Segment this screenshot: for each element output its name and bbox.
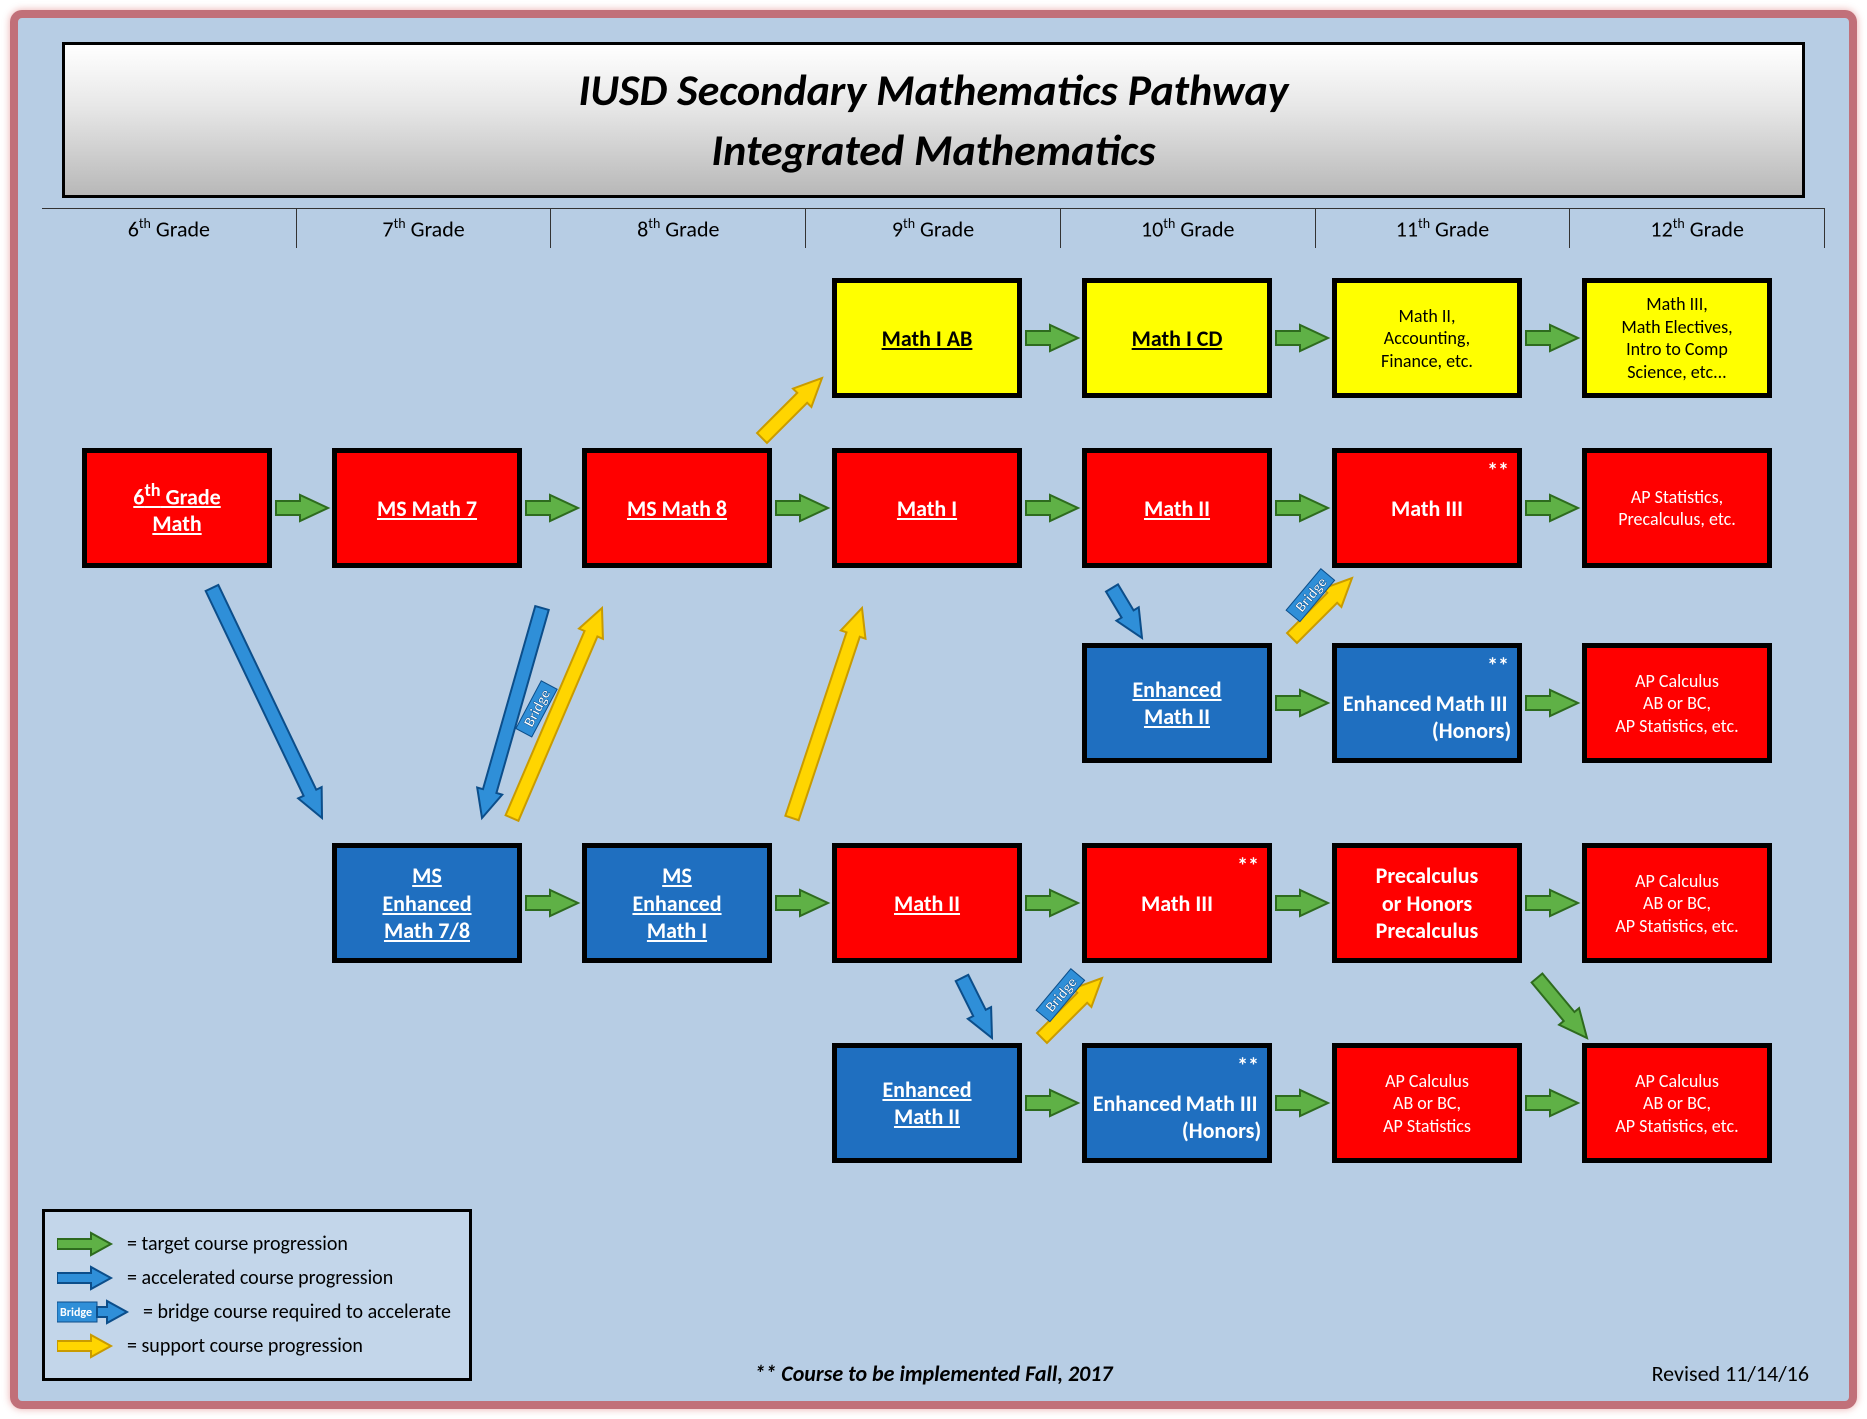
course-node-apcalc4: AP CalculusAB or BC,AP Statistics, etc. [1582, 1043, 1772, 1163]
course-node-apstat: AP Statistics,Precalculus, etc. [1582, 448, 1772, 568]
course-node-em2b: EnhancedMath II [832, 1043, 1022, 1163]
legend-box: = target course progression = accelerated… [42, 1209, 472, 1381]
grade-header: 8th Grade [551, 209, 806, 248]
course-node-mse78: MSEnhancedMath 7/8 [332, 843, 522, 963]
course-node-apcalc3: AP CalculusAB or BC,AP Statistics [1332, 1043, 1522, 1163]
grade-headers: 6th Grade7th Grade8th Grade9th Grade10th… [42, 208, 1825, 248]
course-node-m1: Math I [832, 448, 1022, 568]
course-node-em3b: Enhanced**Math III(Honors) [1082, 1043, 1272, 1163]
title-line1: IUSD Secondary Mathematics Pathway [75, 63, 1792, 117]
course-node-m3b: Math III** [1082, 843, 1272, 963]
footnote-text: ** Course to be implemented Fall, 2017 [18, 1360, 1849, 1387]
course-node-m1cd: Math I CD [1082, 278, 1272, 398]
flowchart-canvas: Bridge Bridge Bridge 6th GradeMath MS Math … [42, 248, 1825, 1348]
course-node-m2: Math II [1082, 448, 1272, 568]
course-node-apcalc2: AP CalculusAB or BC,AP Statistics, etc. [1582, 843, 1772, 963]
course-node-apcalc1: AP CalculusAB or BC,AP Statistics, etc. [1582, 643, 1772, 763]
grade-header: 10th Grade [1061, 209, 1316, 248]
course-node-em3a: Enhanced**Math III(Honors) [1332, 643, 1522, 763]
course-node-m3: Math III** [1332, 448, 1522, 568]
course-node-m2b: Math II [832, 843, 1022, 963]
svg-text:Bridge: Bridge [60, 1306, 92, 1320]
grade-header: 12th Grade [1570, 209, 1825, 248]
grade-header: 11th Grade [1316, 209, 1571, 248]
course-node-y11: Math II,Accounting,Finance, etc. [1332, 278, 1522, 398]
title-line2: Integrated Mathematics [75, 123, 1792, 177]
title-box: IUSD Secondary Mathematics Pathway Integ… [62, 42, 1805, 198]
course-node-g6: 6th GradeMath [82, 448, 272, 568]
legend-item-accel: = accelerated course progression [57, 1264, 451, 1292]
arrows-layer: Bridge Bridge Bridge [42, 248, 1825, 1348]
grade-header: 7th Grade [297, 209, 552, 248]
legend-item-support: = support course progression [57, 1332, 451, 1360]
course-node-mse1: MSEnhancedMath I [582, 843, 772, 963]
legend-item-target: = target course progression [57, 1230, 451, 1258]
svg-text:Bridge: Bridge [1042, 974, 1082, 1017]
grade-header: 9th Grade [806, 209, 1061, 248]
course-node-y12: Math III,Math Electives,Intro to CompSci… [1582, 278, 1772, 398]
legend-item-bridge: Bridge= bridge course required to accele… [57, 1298, 451, 1326]
grade-header: 6th Grade [42, 209, 297, 248]
course-node-em2a: EnhancedMath II [1082, 643, 1272, 763]
course-node-m1ab: Math I AB [832, 278, 1022, 398]
svg-text:Bridge: Bridge [521, 687, 556, 731]
course-node-ms8: MS Math 8 [582, 448, 772, 568]
course-node-precalc: Precalculusor HonorsPrecalculus [1332, 843, 1522, 963]
svg-text:Bridge: Bridge [1292, 574, 1332, 617]
revised-date: Revised 11/14/16 [1652, 1360, 1809, 1387]
pathway-diagram: IUSD Secondary Mathematics Pathway Integ… [10, 10, 1857, 1409]
course-node-ms7: MS Math 7 [332, 448, 522, 568]
